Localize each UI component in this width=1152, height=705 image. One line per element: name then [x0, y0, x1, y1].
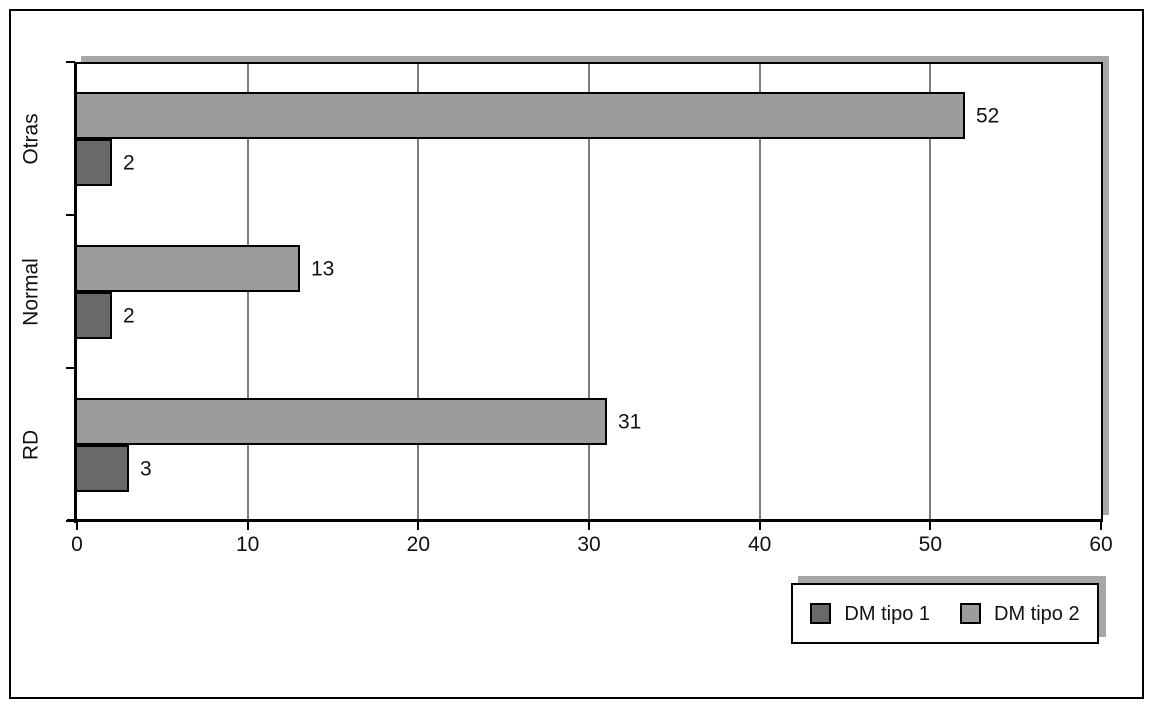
bar-dm-tipo-1-rd [75, 445, 129, 492]
x-axis-tick-label: 0 [71, 533, 83, 556]
y-axis-line [74, 62, 77, 523]
bar-dm-tipo-1-normal [75, 292, 112, 339]
legend: DM tipo 1 DM tipo 2 [791, 583, 1099, 644]
x-axis-tick-label: 30 [577, 533, 601, 556]
x-axis-tick-label: 10 [235, 533, 260, 556]
value-label: 3 [140, 457, 152, 480]
figure-frame: 52 2 Otras 13 2 Normal 31 3 RD 0 10 20 30 40 50 60 DM ti… [9, 9, 1144, 699]
x-axis-tick [1100, 522, 1102, 530]
x-axis-tick-label: 60 [1089, 533, 1113, 556]
x-axis-tick [929, 522, 932, 530]
x-axis-tick-label: 50 [918, 533, 943, 556]
legend-label: DM tipo 2 [994, 602, 1080, 625]
bar-dm-tipo-2-normal [75, 245, 300, 292]
legend-item: DM tipo 2 [960, 603, 1080, 624]
x-axis-tick [76, 522, 78, 530]
bar-dm-tipo-2-otras [75, 92, 965, 139]
bar-dm-tipo-1-otras [75, 139, 112, 186]
x-axis-tick [758, 522, 761, 530]
category-axis-label: Normal [19, 257, 43, 326]
gridline [929, 64, 932, 519]
y-axis-tick [66, 520, 75, 522]
y-axis-tick [66, 367, 75, 369]
value-label: 13 [311, 257, 335, 280]
y-axis-tick [66, 61, 75, 63]
legend-swatch-icon [810, 603, 832, 624]
gridline [417, 64, 420, 519]
x-axis-tick-label: 20 [406, 533, 431, 556]
legend-label: DM tipo 1 [844, 602, 930, 625]
bar-dm-tipo-2-rd [75, 398, 607, 445]
legend-item: DM tipo 1 [810, 603, 930, 624]
category-axis-label: RD [19, 429, 43, 460]
gridline [588, 64, 590, 519]
x-axis-tick-label: 40 [747, 533, 772, 556]
y-axis-tick [66, 214, 75, 216]
category-axis-label: Otras [19, 112, 43, 165]
value-label: 52 [976, 104, 1000, 127]
x-axis-line [67, 519, 1103, 522]
value-label: 2 [123, 304, 135, 327]
x-axis-tick [588, 522, 590, 530]
legend-swatch-icon [960, 603, 981, 624]
x-axis-tick [246, 522, 249, 530]
value-label: 2 [123, 151, 135, 174]
value-label: 31 [618, 410, 642, 433]
gridline [758, 64, 761, 519]
x-axis-tick [417, 522, 420, 530]
